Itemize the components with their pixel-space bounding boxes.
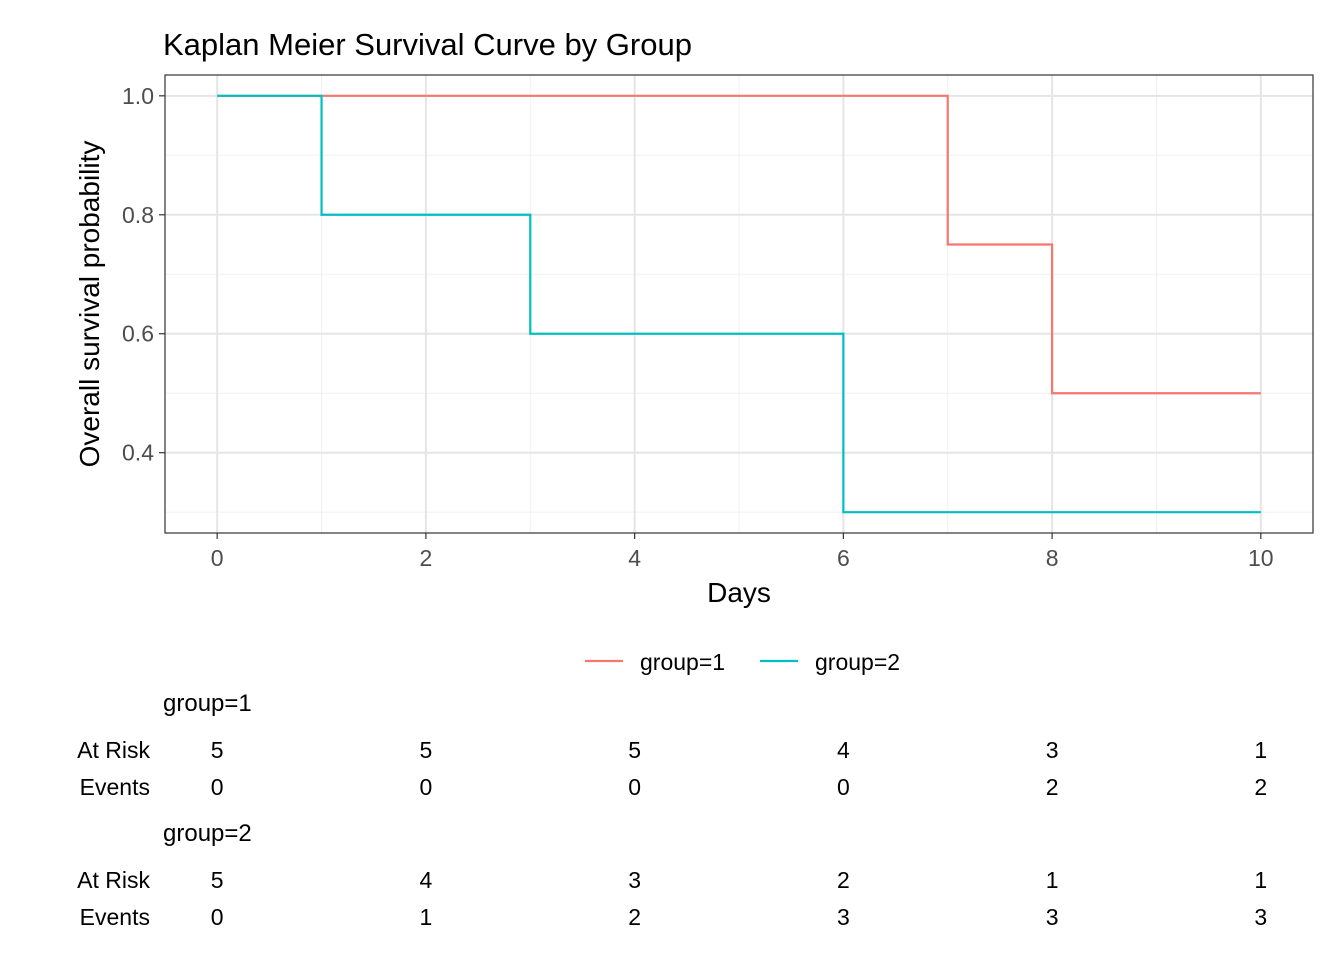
risk-at-risk-value: 2 [837,867,850,893]
risk-at-risk-value: 3 [1046,737,1059,763]
legend: group=1 group=2 [585,649,900,675]
x-axis-title: Days [707,577,771,608]
risk-at-risk-value: 5 [420,737,433,763]
series-line-group-2 [217,94,1261,514]
y-axis-title: Overall survival probability [74,141,105,468]
risk-row-label-at-risk: At Risk [77,867,150,893]
risk-at-risk-value: 3 [628,867,641,893]
risk-at-risk-value: 1 [1254,737,1267,763]
risk-at-risk-value: 4 [837,737,850,763]
risk-at-risk-value: 1 [1046,867,1059,893]
y-tick-label: 1.0 [122,83,154,109]
risk-events-value: 3 [837,904,850,930]
x-tick-label: 8 [1046,545,1059,571]
risk-at-risk-value: 1 [1254,867,1267,893]
x-tick-label: 2 [420,545,433,571]
x-tick-label: 4 [628,545,641,571]
x-axis: 0 2 4 6 8 10 [211,533,1274,571]
y-tick-label: 0.6 [122,321,154,347]
risk-events-value: 2 [628,904,641,930]
risk-group-title: group=1 [163,690,252,717]
risk-row-label-events: Events [80,774,150,800]
risk-events-value: 2 [1046,774,1059,800]
risk-events-value: 3 [1046,904,1059,930]
risk-events-value: 1 [420,904,433,930]
risk-events-value: 0 [211,774,224,800]
x-tick-label: 10 [1248,545,1274,571]
risk-row-label-events: Events [80,904,150,930]
risk-row-label-at-risk: At Risk [77,737,150,763]
risk-events-value: 3 [1254,904,1267,930]
risk-events-value: 0 [420,774,433,800]
plot-panel [164,74,1314,534]
risk-events-value: 0 [628,774,641,800]
risk-table: group=1 At Risk Events 5 0 5 0 5 0 4 0 3 2 1 2 group=2 A… [77,690,1267,930]
y-tick-label: 0.8 [122,202,154,228]
risk-at-risk-value: 5 [628,737,641,763]
risk-events-value: 2 [1254,774,1267,800]
x-tick-label: 6 [837,545,850,571]
legend-label-group-1: group=1 [640,649,725,675]
series-line-group-1 [217,94,1261,395]
risk-events-value: 0 [837,774,850,800]
risk-at-risk-value: 5 [211,867,224,893]
y-axis: 0.4 0.6 0.8 1.0 [122,83,165,466]
risk-at-risk-value: 5 [211,737,224,763]
minor-gridlines [165,75,1313,533]
risk-at-risk-value: 4 [420,867,433,893]
risk-group-title: group=2 [163,820,252,847]
survival-curves [217,94,1261,514]
chart-title: Kaplan Meier Survival Curve by Group [163,27,692,62]
risk-events-value: 0 [211,904,224,930]
legend-label-group-2: group=2 [815,649,900,675]
x-tick-label: 0 [211,545,224,571]
y-tick-label: 0.4 [122,440,154,466]
